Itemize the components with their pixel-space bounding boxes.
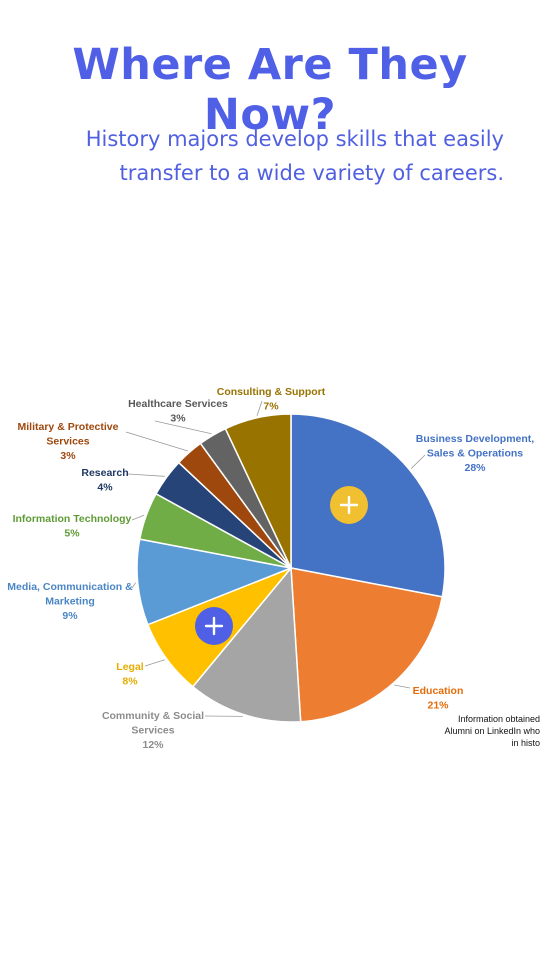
slice-percent: 28%: [464, 462, 486, 474]
footnote-line-3: in histo: [511, 738, 540, 748]
page-subtitle: History majors develop skills that easil…: [34, 122, 504, 190]
slice-name: Education: [413, 685, 464, 697]
slice-name: Legal: [116, 661, 144, 673]
leader-line: [144, 659, 165, 667]
page-title: Where Are They Now?: [72, 40, 468, 140]
leader-line: [394, 684, 411, 689]
pie-slice: [136, 538, 294, 626]
slice-percent: 12%: [142, 739, 164, 751]
footnote-line-1: Information obtained: [457, 714, 540, 724]
slice-label: Information Technology 5%: [13, 513, 132, 540]
leader-line: [125, 431, 188, 452]
slice-name: Media, Communication &: [7, 581, 133, 593]
slice-label: Healthcare Services 3%: [128, 398, 228, 425]
leader-line: [154, 420, 212, 435]
slice-name: Healthcare Services: [128, 398, 228, 410]
slice-name: Consulting & Support: [217, 386, 326, 398]
slice-name: Business Development,: [416, 433, 535, 445]
slice-name: Military & Protective: [18, 421, 119, 433]
leader-line: [131, 514, 145, 521]
slice-percent: 3%: [170, 413, 186, 425]
plus-icon: [339, 495, 359, 515]
slice-percent: 21%: [427, 700, 449, 712]
slice-label: Media, Communication & Marketing 9%: [7, 581, 133, 622]
leader-line: [131, 582, 137, 589]
slice-name: Community & Social: [102, 710, 204, 722]
pie-slice: [290, 567, 444, 723]
hotspot-business-button[interactable]: [330, 486, 368, 524]
slice-name: Research: [81, 467, 128, 479]
slice-label: Legal 8%: [116, 661, 144, 688]
slice-name: Services: [131, 725, 174, 737]
pie-slice: [290, 413, 446, 598]
footnote: Information obtained Alumni on LinkedIn …: [428, 713, 540, 749]
footnote-line-2: Alumni on LinkedIn who: [444, 726, 540, 736]
slice-label: Military & Protective Services 3%: [18, 421, 119, 462]
slice-percent: 3%: [60, 450, 76, 462]
hotspot-legal-button[interactable]: [195, 607, 233, 645]
subtitle-line-1: History majors develop skills that easil…: [85, 127, 504, 151]
leader-line: [127, 473, 165, 477]
slice-percent: 7%: [263, 401, 279, 413]
slice-label: Research 4%: [81, 467, 128, 494]
slice-percent: 4%: [97, 482, 113, 494]
pie-slice: [224, 413, 292, 569]
leader-line: [410, 454, 426, 469]
slice-label: Community & Social Services 12%: [102, 710, 204, 751]
slice-name: Sales & Operations: [427, 448, 523, 460]
pie-slice: [191, 566, 302, 723]
slice-label: Education 21%: [413, 685, 464, 712]
slice-percent: 9%: [62, 610, 78, 622]
subtitle-line-2: transfer to a wide variety of careers.: [119, 161, 504, 185]
slice-name: Information Technology: [13, 513, 132, 525]
slice-label: Business Development, Sales & Operations 2…: [416, 433, 535, 474]
leader-line: [256, 400, 263, 416]
slice-name: Marketing: [45, 596, 95, 608]
slice-name: Services: [46, 436, 89, 448]
slice-label: Consulting & Support 7%: [217, 386, 326, 413]
slice-percent: 5%: [64, 528, 80, 540]
slice-percent: 8%: [122, 676, 138, 688]
plus-icon: [204, 616, 224, 636]
